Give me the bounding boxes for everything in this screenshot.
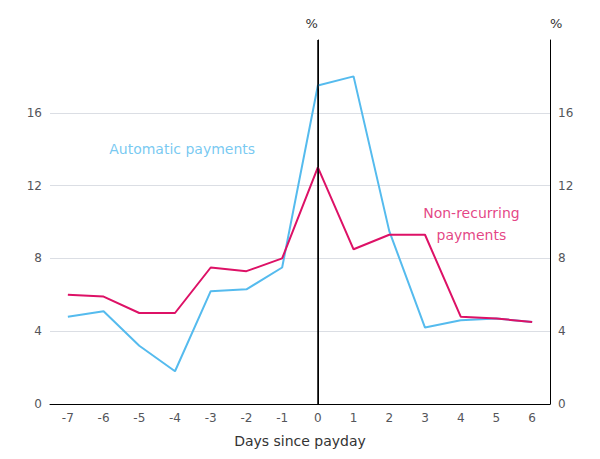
svg-text:12: 12 (27, 179, 42, 193)
svg-text:%: % (550, 16, 562, 31)
svg-text:-2: -2 (240, 411, 252, 425)
svg-text:16: 16 (27, 106, 42, 120)
svg-text:-6: -6 (98, 411, 110, 425)
svg-text:-5: -5 (133, 411, 145, 425)
svg-text:0: 0 (34, 397, 42, 411)
svg-text:0: 0 (314, 411, 322, 425)
svg-text:16: 16 (558, 106, 573, 120)
svg-text:4: 4 (34, 324, 42, 338)
svg-text:4: 4 (558, 324, 566, 338)
svg-text:8: 8 (34, 251, 42, 265)
svg-text:%: % (305, 16, 317, 31)
svg-text:0: 0 (558, 397, 566, 411)
svg-text:5: 5 (493, 411, 501, 425)
svg-text:Automatic payments: Automatic payments (109, 141, 255, 157)
svg-text:-1: -1 (276, 411, 288, 425)
svg-text:2: 2 (385, 411, 393, 425)
svg-text:3: 3 (421, 411, 429, 425)
svg-text:12: 12 (558, 179, 573, 193)
svg-text:4: 4 (457, 411, 465, 425)
svg-text:1: 1 (350, 411, 358, 425)
svg-text:-7: -7 (62, 411, 74, 425)
svg-text:payments: payments (437, 227, 507, 243)
svg-text:6: 6 (528, 411, 536, 425)
svg-text:-3: -3 (205, 411, 217, 425)
svg-text:-4: -4 (169, 411, 181, 425)
svg-text:Non-recurring: Non-recurring (423, 205, 520, 221)
svg-text:8: 8 (558, 251, 566, 265)
svg-text:Days since payday: Days since payday (234, 433, 366, 449)
